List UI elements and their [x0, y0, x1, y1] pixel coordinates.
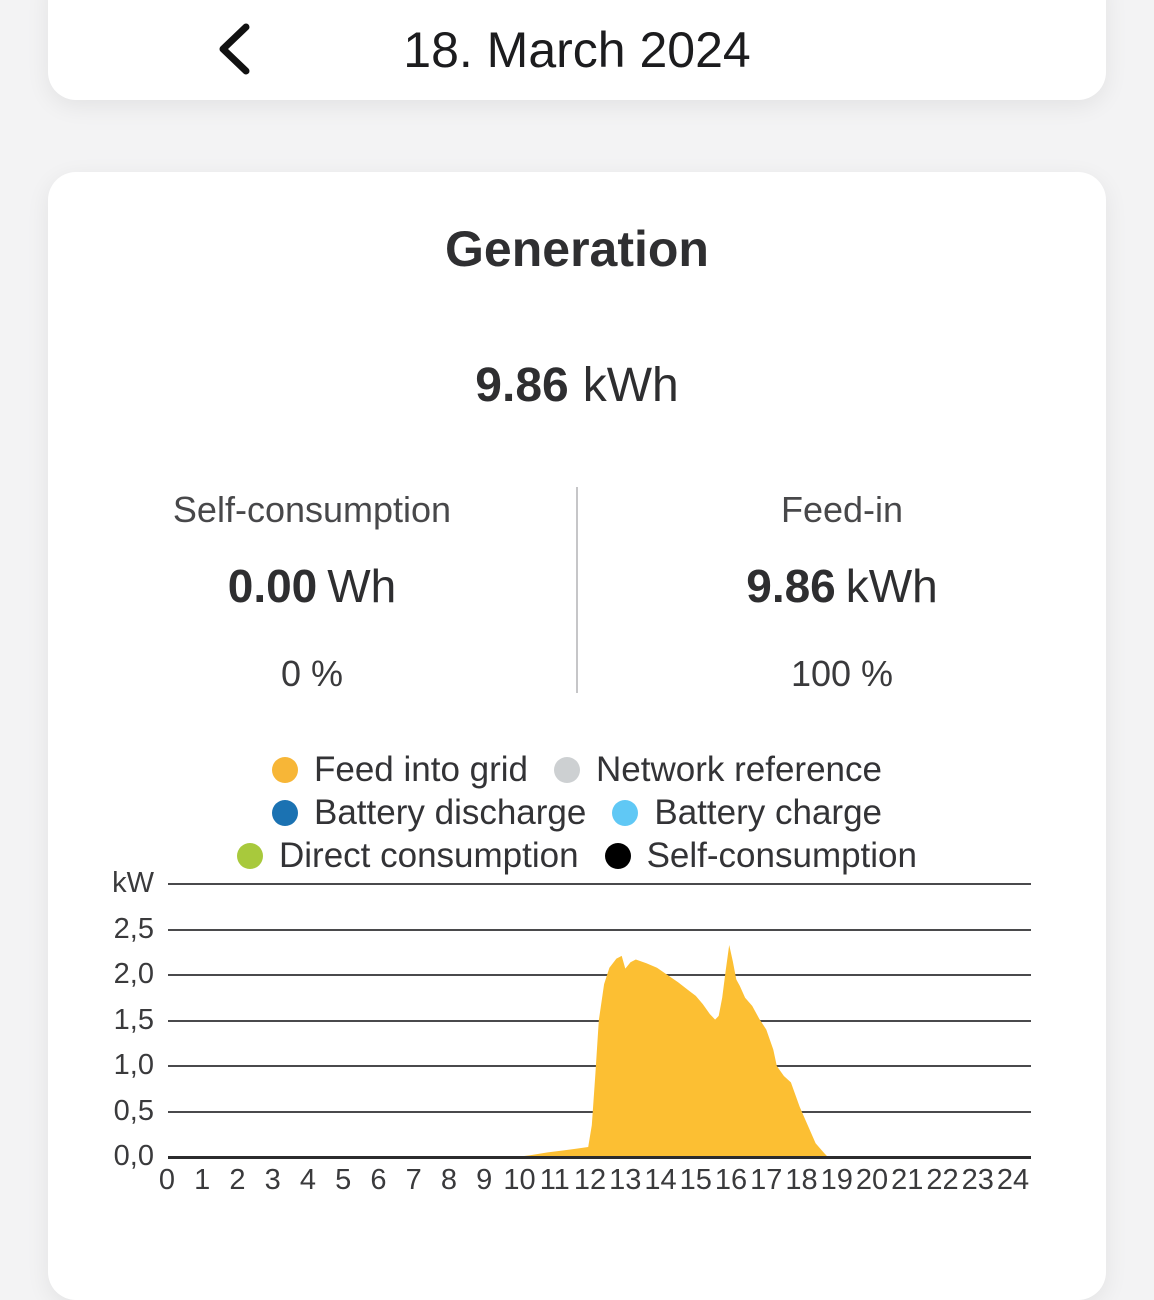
header-bar: 18. March 2024 — [48, 0, 1106, 100]
self-consumption-percent: 0 % — [280, 653, 344, 694]
legend-item: Battery discharge — [272, 793, 586, 833]
legend-label: Feed into grid — [314, 749, 529, 789]
x-tick-label: 22 — [926, 1164, 959, 1196]
x-tick-label: 7 — [405, 1164, 422, 1196]
x-tick-label: 15 — [679, 1164, 712, 1196]
feed-in-number: 9.86 — [746, 560, 836, 612]
x-tick-label: 24 — [996, 1164, 1030, 1196]
x-tick-label: 20 — [855, 1164, 889, 1196]
legend-dot-icon — [237, 842, 263, 869]
legend-dot-icon — [604, 842, 631, 869]
x-tick-label: 6 — [370, 1164, 387, 1196]
legend-dot-icon — [272, 799, 298, 826]
x-tick-label: 10 — [503, 1164, 536, 1196]
feed-in-label: Feed-in — [780, 489, 904, 530]
x-tick-label: 19 — [820, 1164, 853, 1196]
generation-card: Generation 9.86 kWh Self-consumption 0.0… — [48, 172, 1106, 1300]
legend-label: Battery charge — [654, 792, 882, 832]
self-consumption-label: Self-consumption — [172, 489, 452, 530]
legend-dot-icon — [554, 756, 581, 783]
x-tick-label: 11 — [539, 1164, 570, 1196]
legend-dot-icon — [272, 756, 298, 783]
gridline — [168, 928, 1031, 931]
legend-row: Feed into grid Network reference — [48, 748, 1106, 791]
feed-in-unit: kWh — [845, 560, 938, 612]
y-tick-label: 2,5 — [113, 912, 154, 945]
legend-label: Self-consumption — [646, 835, 917, 875]
feed-in-column: Feed-in 9.86 kWh 100 % — [578, 487, 1106, 697]
legend-row: Battery discharge Battery charge — [48, 791, 1106, 834]
x-tick-label: 23 — [961, 1164, 994, 1196]
self-consumption-column: Self-consumption 0.00 Wh 0 % — [48, 487, 576, 697]
back-button[interactable] — [198, 14, 270, 86]
legend-label: Battery discharge — [314, 792, 587, 832]
y-tick-label: 1,5 — [113, 1003, 154, 1036]
legend-item: Battery charge — [612, 793, 882, 833]
x-tick-label: 3 — [264, 1164, 281, 1196]
total-value: 9.86 — [475, 359, 569, 412]
date-title: 18. March 2024 — [403, 22, 751, 78]
x-tick-label: 5 — [335, 1164, 352, 1196]
self-consumption-number: 0.00 — [227, 560, 318, 612]
legend-item: Feed into grid — [272, 750, 528, 790]
self-consumption-unit: Wh — [327, 560, 397, 612]
total-unit: kWh — [582, 359, 679, 412]
legend-label: Network reference — [596, 749, 882, 789]
x-tick-label: 18 — [785, 1164, 818, 1196]
y-tick-label: 1,0 — [113, 1049, 154, 1081]
legend-dot-icon — [612, 799, 639, 826]
x-axis-line — [168, 1156, 1031, 1159]
breakdown-row: Self-consumption 0.00 Wh 0 % Feed-in 9.8… — [48, 487, 1106, 697]
x-tick-label: 14 — [644, 1164, 677, 1196]
x-tick-label: 17 — [750, 1164, 783, 1196]
card-title: Generation — [445, 221, 709, 277]
x-tick-label: 21 — [891, 1164, 924, 1196]
generation-area-plot — [168, 945, 1013, 1157]
column-divider — [576, 487, 578, 693]
legend-item: Self-consumption — [604, 835, 917, 876]
header-card: 18. March 2024 — [48, 0, 1106, 100]
feed-in-percent: 100 % — [790, 653, 894, 694]
legend-item: Direct consumption — [237, 836, 579, 876]
self-consumption-value: 0.00 Wh — [48, 559, 576, 613]
y-tick-label: 0,5 — [113, 1094, 154, 1127]
x-tick-label: 12 — [573, 1164, 607, 1196]
legend-item: Network reference — [554, 750, 882, 790]
x-tick-label: 1 — [194, 1164, 211, 1196]
x-tick-label: 16 — [714, 1164, 748, 1196]
y-tick-label: 0,0 — [113, 1140, 154, 1172]
y-tick-label: kW — [112, 867, 154, 899]
y-tick-label: 2,0 — [113, 958, 154, 990]
gridline — [168, 974, 1031, 976]
x-tick-label: 13 — [609, 1164, 642, 1196]
total-generation: 9.86 kWh — [48, 358, 1106, 413]
gridline — [168, 883, 1031, 885]
x-tick-label: 8 — [440, 1164, 458, 1196]
x-tick-label: 4 — [299, 1164, 317, 1196]
chevron-left-icon — [217, 23, 251, 78]
x-tick-label: 2 — [229, 1164, 246, 1196]
feed-in-value: 9.86 kWh — [578, 559, 1106, 613]
legend-label: Direct consumption — [279, 835, 579, 875]
x-tick-label: 0 — [158, 1164, 176, 1196]
x-tick-label: 9 — [476, 1164, 493, 1196]
legend-row: Direct consumption Self-consumption — [48, 834, 1106, 877]
area-series-feed-into-grid — [168, 945, 1013, 1157]
chart-legend: Feed into grid Network reference Battery d… — [48, 748, 1106, 877]
